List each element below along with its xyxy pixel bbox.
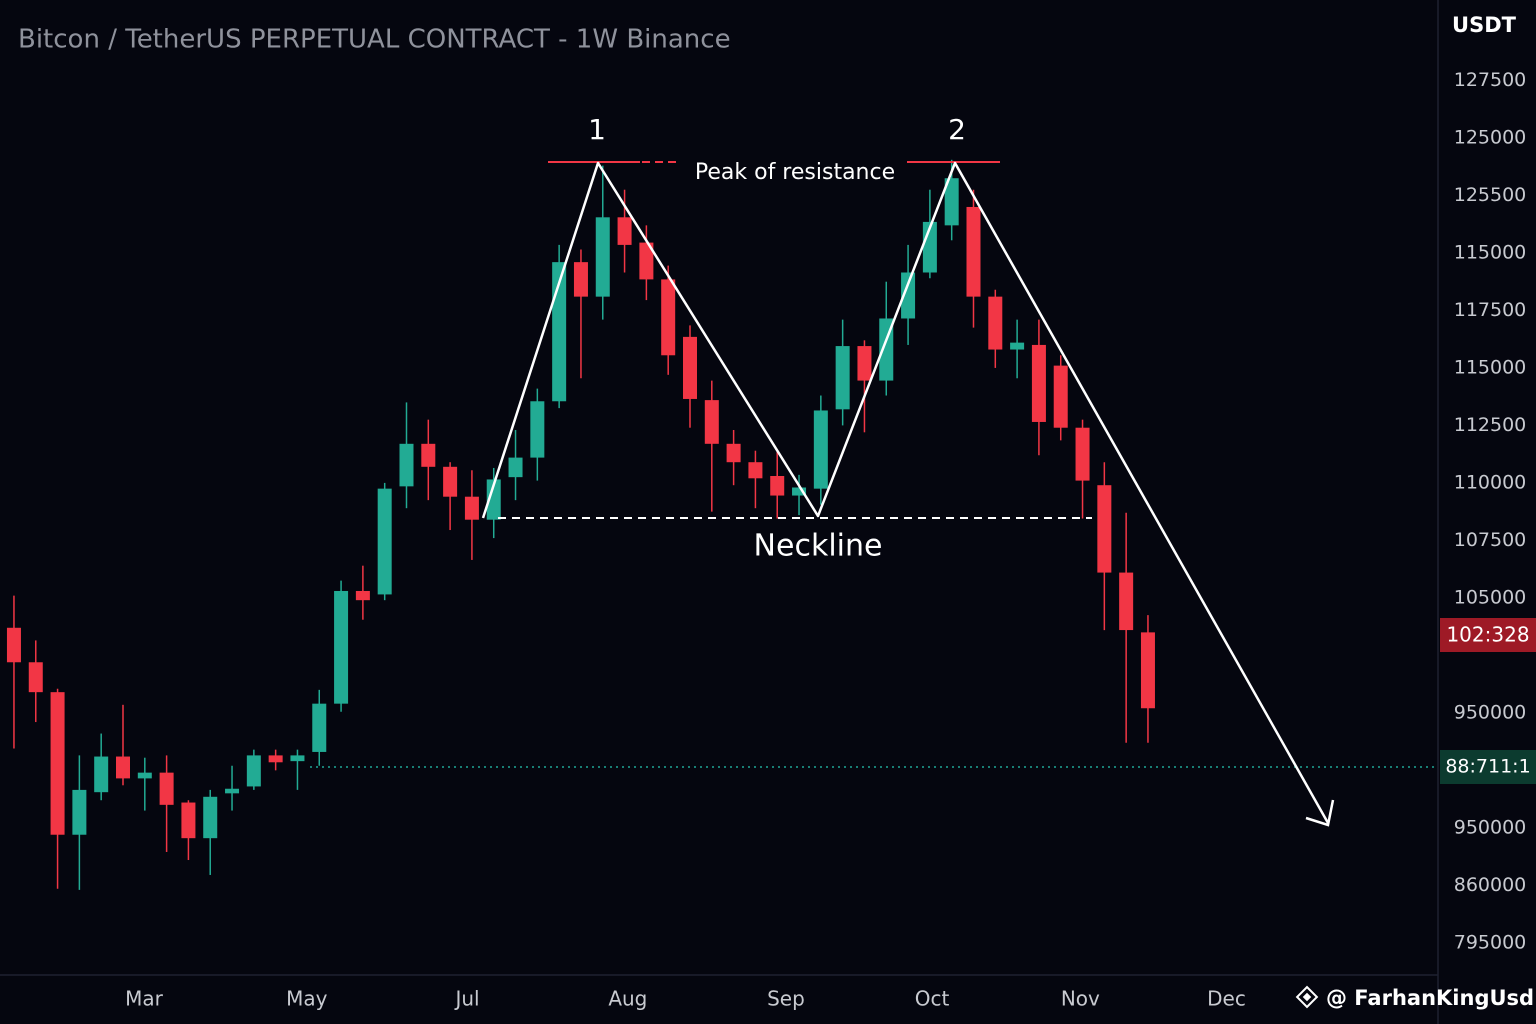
price-tag-label: 88:711:1 [1445, 756, 1530, 778]
candle-body [530, 401, 545, 458]
candle-body [748, 462, 763, 479]
y-tick-label: 795000 [1454, 931, 1527, 953]
candle-body [835, 346, 850, 410]
neckline-label: Neckline [754, 529, 883, 564]
watermark: @ FarhanKingUsd [1326, 986, 1534, 1010]
candle-body [6, 627, 21, 663]
candle-body [1097, 485, 1112, 573]
price-tag-label: 102:328 [1446, 623, 1529, 647]
candle-body [792, 487, 807, 496]
candle-body [246, 755, 261, 787]
y-tick-label: 110000 [1454, 471, 1527, 493]
candle-body [399, 443, 414, 487]
candle-body [1010, 342, 1025, 350]
candle-body [312, 703, 327, 752]
y-tick-label: 950000 [1454, 701, 1527, 723]
candle-body [682, 336, 697, 399]
candle-body [203, 796, 218, 839]
candle-body [181, 802, 196, 839]
x-tick-label: Aug [608, 987, 647, 1011]
y-tick-label: 117500 [1454, 299, 1527, 321]
candle-body [1140, 632, 1155, 709]
x-tick-label: Oct [915, 987, 950, 1011]
y-tick-label: 107500 [1454, 529, 1527, 551]
candle-body [1119, 572, 1134, 631]
candle-body [443, 466, 458, 497]
x-tick-label: Jul [453, 987, 479, 1011]
candle-body [486, 479, 501, 520]
candle-body [661, 279, 676, 356]
price-tag [1440, 750, 1536, 784]
candle-body [377, 488, 392, 595]
candle-body [290, 755, 305, 762]
x-tick-label: May [286, 987, 328, 1011]
candle-body [966, 206, 981, 297]
candle-body [421, 443, 436, 467]
x-tick-label: Nov [1061, 987, 1100, 1011]
candle-body [573, 262, 588, 297]
candle-body [28, 662, 43, 693]
watermark-icon [1295, 985, 1319, 1009]
y-tick-label: 125500 [1454, 184, 1527, 206]
candle-body [595, 217, 610, 297]
resistance-label: Peak of resistance [695, 160, 895, 185]
peak-label: 2 [948, 113, 966, 146]
x-tick-label: Dec [1207, 987, 1246, 1011]
candle-body [50, 692, 65, 835]
y-tick-label: 950000 [1454, 816, 1527, 838]
candle-body [988, 296, 1003, 350]
candle-body [115, 756, 130, 779]
peak-label: 1 [588, 113, 606, 146]
y-tick-label: 125000 [1454, 126, 1527, 148]
candle-body [334, 590, 349, 704]
candle-body [508, 457, 523, 478]
candle-body [726, 443, 741, 463]
currency-label: USDT [1452, 13, 1517, 37]
candle-body [857, 346, 872, 381]
y-tick-label: 112500 [1454, 414, 1527, 436]
candle-body [1075, 427, 1090, 481]
y-tick-label: 115000 [1454, 356, 1527, 378]
candle-body [813, 410, 828, 489]
candle-body [901, 272, 916, 319]
x-tick-label: Mar [125, 987, 164, 1011]
chart-title: Bitcon / TetherUS PERPETUAL CONTRACT - 1… [18, 25, 731, 55]
candle-body [944, 178, 959, 226]
candle-body [704, 400, 719, 444]
candle-body [639, 242, 654, 280]
candle-body [1053, 365, 1068, 428]
candle-body [137, 772, 152, 779]
candle-body [159, 772, 174, 805]
y-tick-label: 860000 [1454, 874, 1527, 896]
candles [6, 159, 1155, 890]
candle-body [225, 788, 240, 794]
candle-body [94, 756, 109, 793]
y-tick-label: 115000 [1454, 241, 1527, 263]
y-tick-label: 105000 [1454, 586, 1527, 608]
candle-body [355, 590, 370, 601]
candle-body [464, 496, 479, 520]
candle-body [770, 476, 785, 496]
candle-body [617, 217, 632, 245]
price-tag [1440, 618, 1536, 652]
x-tick-label: Sep [767, 987, 805, 1011]
y-tick-label: 127500 [1454, 69, 1527, 91]
candle-body [72, 789, 87, 835]
candle-body [268, 755, 283, 763]
arrow-head [1305, 799, 1335, 827]
candle-body [1031, 344, 1046, 422]
pattern-line [481, 161, 1330, 824]
